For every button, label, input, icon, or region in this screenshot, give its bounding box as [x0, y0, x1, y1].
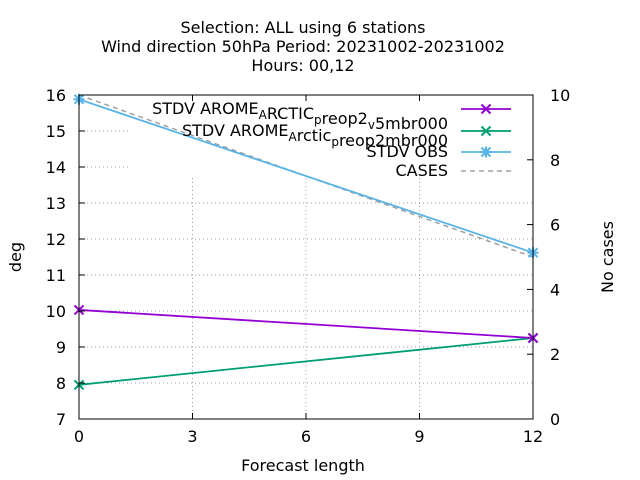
title-line-2: Wind direction 50hPa Period: 20231002-20…: [101, 37, 505, 56]
legend-label-part: v: [368, 118, 375, 132]
legend-label-part: RCTIC: [267, 104, 314, 123]
x-tick-label: 12: [523, 427, 543, 446]
y2-tick-label: 10: [550, 86, 570, 105]
legend-label-cases: CASES: [395, 161, 448, 180]
title-line-1: Selection: ALL using 6 stations: [180, 18, 425, 37]
x-tick-label: 3: [187, 427, 197, 446]
grid: [79, 130, 533, 419]
y2-tick-label: 0: [550, 410, 560, 429]
legend-label-stdv-arome-arctic-preop2mbr000: STDV AROMEArcticpreop2mbr000: [182, 121, 448, 150]
y-tick-label: 11: [46, 266, 66, 285]
y-tick-label: 9: [56, 338, 66, 357]
axes: 0 3 6 9 12 7 8 9 10 11 12 13 14 15 16 0 2 4 6 8 10: [46, 86, 571, 446]
y-tick-label: 7: [56, 410, 66, 429]
y-tick-label: 15: [46, 122, 66, 141]
y-tick-label: 14: [46, 158, 66, 177]
series-line-stdv-obs: [78, 98, 534, 254]
data-point-marker: [480, 103, 492, 115]
y-tick-label: 13: [46, 194, 66, 213]
data-point-marker: [480, 125, 492, 137]
x-tick-label: 9: [414, 427, 424, 446]
x-axis-label: Forecast length: [241, 456, 365, 475]
legend-label-part: 5mbr000: [375, 114, 448, 133]
y-tick-label: 8: [56, 374, 66, 393]
legend-label-part: CASES: [395, 161, 448, 180]
series-line-stdv-arome-arctic-preop2mbr000: [78, 337, 534, 386]
y-tick-label: 16: [46, 86, 66, 105]
y2-tick-label: 4: [550, 280, 560, 299]
series-line-stdv-arome-arctic-preop2-v5mbr000: [78, 309, 534, 339]
x-tick-label: 6: [301, 427, 311, 446]
legend-label-stdv-arome-arctic-preop2-v5mbr000: STDV AROMEARCTICpreop2v5mbr000: [152, 99, 448, 133]
legend-label-stdv-obs: STDV OBS: [367, 142, 448, 161]
chart-title: Selection: ALL using 6 stations Wind dir…: [101, 18, 505, 75]
legend-label-part: STDV OBS: [367, 142, 448, 161]
legend-label-part: STDV AROME: [152, 99, 259, 118]
legend-label-part: reop2: [322, 109, 368, 128]
y2-tick-label: 6: [550, 216, 560, 235]
y-axis-label: deg: [6, 242, 25, 272]
y-tick-label: 12: [46, 230, 66, 249]
legend-label-part: A: [259, 108, 268, 122]
legend-label-part: p: [331, 135, 339, 149]
y2-axis-label: No cases: [598, 221, 617, 293]
legend-label-part: A: [289, 130, 298, 144]
legend-label-part: rctic: [297, 126, 332, 145]
y2-tick-label: 8: [550, 151, 560, 170]
y2-tick-label: 2: [550, 345, 560, 364]
legend-label-part: reop2mbr000: [339, 131, 448, 150]
legend-label-part: p: [314, 113, 322, 127]
title-line-3: Hours: 00,12: [251, 56, 354, 75]
legend-label-part: STDV AROME: [182, 121, 289, 140]
x-tick-label: 0: [74, 427, 84, 446]
y-tick-label: 10: [46, 302, 66, 321]
